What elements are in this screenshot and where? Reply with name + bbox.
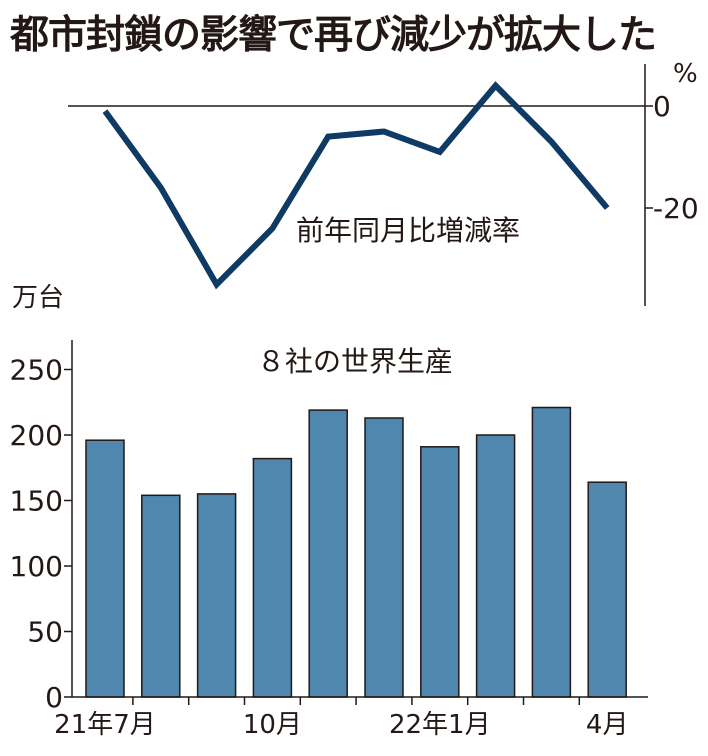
bar-y-tick-label: 250 bbox=[10, 354, 63, 387]
bar-x-tick-label: 10月 bbox=[243, 710, 302, 740]
bar-22年1月 bbox=[420, 446, 460, 698]
bar-y-tick-label: 200 bbox=[10, 419, 63, 452]
bar-chart: 万台 ８社の世界生産 0 50 100 150 200 250 21年7月 10月 22年1月… bbox=[10, 283, 648, 740]
bar-x-tick-label: 4月 bbox=[586, 710, 629, 740]
bar-22年2月 bbox=[475, 434, 516, 698]
line-chart-unit: % bbox=[673, 59, 698, 89]
line-chart: 0 -20 % 前年同月比増減率 bbox=[68, 59, 699, 306]
bar-x-tick-label: 21年7月 bbox=[54, 710, 156, 740]
bar-chart-x-ticks: 21年7月 10月 22年1月 4月 bbox=[54, 697, 628, 740]
line-chart-ticks: 0 -20 bbox=[645, 90, 699, 225]
bar-21年11月 bbox=[308, 409, 348, 698]
bar-y-tick-label: 100 bbox=[10, 550, 63, 583]
bar-21年10月 bbox=[252, 457, 293, 698]
bar-21年12月 bbox=[364, 417, 404, 698]
bar-chart-title: ８社の世界生産 bbox=[257, 345, 453, 378]
line-series-label: 前年同月比増減率 bbox=[296, 214, 520, 247]
bar-21年9月 bbox=[196, 493, 237, 698]
bar-y-tick-label: 150 bbox=[10, 485, 63, 518]
bar-22年3月 bbox=[531, 406, 572, 698]
bars bbox=[85, 406, 627, 698]
line-y-tick-label: -20 bbox=[653, 192, 699, 225]
bar-21年8月 bbox=[141, 494, 181, 698]
bar-22年4月 bbox=[587, 481, 627, 698]
bar-y-tick-label: 50 bbox=[27, 616, 63, 649]
bar-chart-unit: 万台 bbox=[12, 283, 64, 313]
bar-x-tick-label: 22年1月 bbox=[389, 710, 491, 740]
line-y-tick-label: 0 bbox=[653, 90, 671, 123]
growth-rate-line bbox=[102, 81, 610, 290]
bar-chart-y-ticks: 0 50 100 150 200 250 bbox=[10, 354, 72, 714]
bar-y-tick-label: 0 bbox=[45, 681, 63, 714]
chart-headline: 都市封鎖の影響で再び減少が拡大した bbox=[10, 13, 657, 58]
bar-21年7月 bbox=[85, 439, 125, 698]
